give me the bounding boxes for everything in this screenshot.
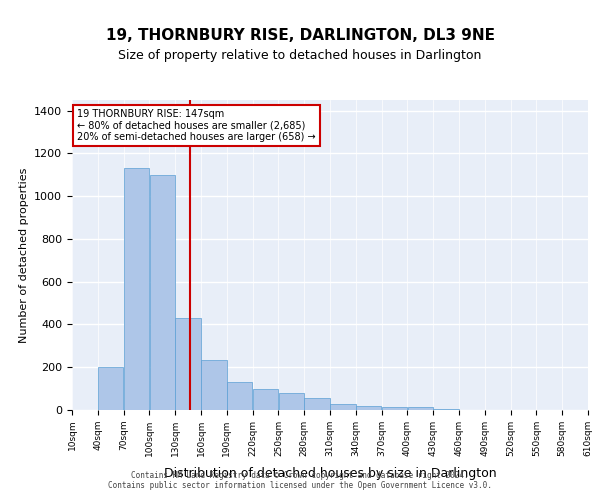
Text: 19 THORNBURY RISE: 147sqm
← 80% of detached houses are smaller (2,685)
20% of se: 19 THORNBURY RISE: 147sqm ← 80% of detac… (77, 110, 316, 142)
Text: Contains HM Land Registry data © Crown copyright and database right 2024.
Contai: Contains HM Land Registry data © Crown c… (108, 470, 492, 490)
X-axis label: Distribution of detached houses by size in Darlington: Distribution of detached houses by size … (164, 467, 496, 480)
Text: Size of property relative to detached houses in Darlington: Size of property relative to detached ho… (118, 48, 482, 62)
Bar (227, 382, 253, 410)
Bar (356, 406, 382, 410)
Bar (201, 360, 227, 410)
Bar (124, 168, 149, 410)
Bar (149, 175, 175, 410)
Bar (304, 398, 330, 410)
Bar (253, 388, 278, 410)
Bar (175, 318, 201, 410)
Text: 19, THORNBURY RISE, DARLINGTON, DL3 9NE: 19, THORNBURY RISE, DARLINGTON, DL3 9NE (106, 28, 494, 42)
Bar (407, 407, 433, 410)
Y-axis label: Number of detached properties: Number of detached properties (19, 168, 29, 342)
Bar (330, 404, 356, 410)
Bar (278, 393, 304, 410)
Bar (382, 407, 407, 410)
Bar (98, 367, 124, 410)
